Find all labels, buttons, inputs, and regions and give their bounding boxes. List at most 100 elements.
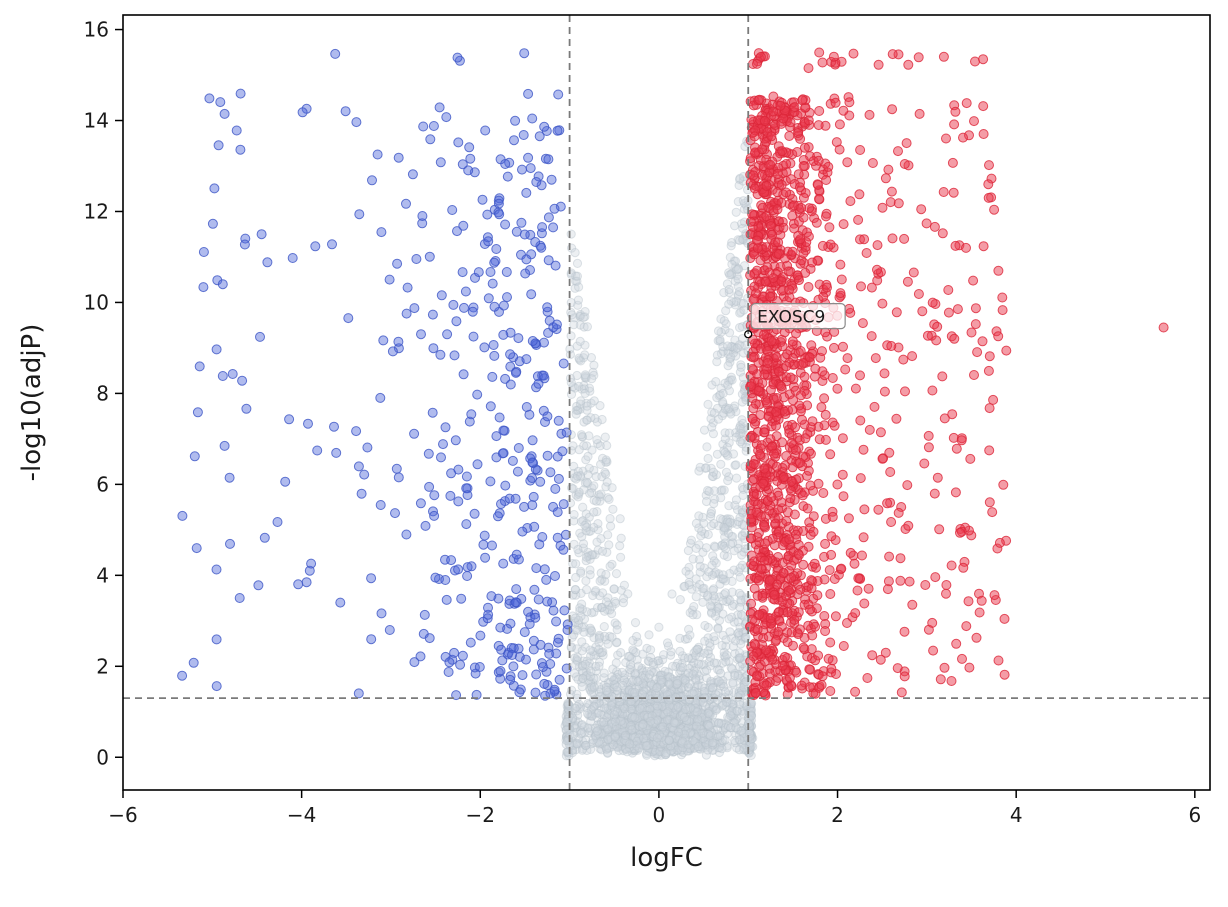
data-point [601,635,611,645]
data-point [589,360,599,370]
data-point [722,697,732,707]
annotation-label: EXOSC9 [757,308,825,328]
data-point [713,336,723,346]
data-point [588,590,598,601]
data-point [729,403,739,413]
data-point [823,161,834,172]
data-point [764,668,775,679]
data-point [845,196,856,207]
data-point [786,560,797,571]
data-point [534,131,545,142]
data-point [353,688,364,699]
data-point [824,222,835,233]
data-point [630,688,640,698]
data-point [444,657,455,668]
data-point [732,271,742,281]
data-point [594,657,605,667]
data-point [520,268,531,279]
data-point [803,115,814,126]
data-point [749,131,760,142]
data-point [669,708,679,718]
data-point [384,625,395,635]
data-point [826,549,837,560]
data-point [662,705,672,715]
data-point [603,530,613,540]
data-point [659,712,669,722]
data-point [590,587,601,597]
data-point [457,650,468,661]
data-point [625,660,636,670]
data-point [608,504,618,514]
data-point [580,388,590,398]
data-point [950,240,961,251]
data-point [984,497,995,508]
data-point [748,459,759,469]
data-point [551,616,562,627]
data-point [553,473,564,484]
data-point [376,227,387,238]
data-point [552,451,563,462]
data-point [654,622,664,632]
data-point [211,564,222,575]
data-point [701,490,711,500]
data-point [663,707,673,717]
data-point [649,727,660,737]
data-point [463,165,474,176]
data-point [653,733,663,743]
data-point [929,488,940,499]
data-point [727,576,737,587]
data-point [611,598,621,609]
data-point [575,355,585,365]
data-point [704,710,714,720]
data-point [241,403,252,414]
data-point [729,256,739,266]
data-point [670,708,680,718]
data-point [392,258,403,269]
data-point [705,642,715,652]
data-point [880,173,891,184]
data-point [694,731,704,742]
data-point [644,717,654,728]
data-point [453,564,464,575]
data-point [705,742,715,752]
data-point [857,318,868,329]
data-point [822,282,832,293]
data-point [619,726,630,736]
data-point [855,370,865,381]
data-point [644,689,654,700]
data-point [827,373,838,383]
data-point [340,106,351,117]
data-point [655,708,665,718]
data-point [335,597,346,608]
data-point [733,235,743,245]
data-point [582,322,593,332]
data-point [679,740,689,750]
data-point [776,381,787,392]
data-point [958,132,968,143]
data-point [853,573,864,584]
data-point [621,744,631,754]
data-point [660,722,671,732]
data-point [577,677,587,687]
data-point [675,595,685,605]
data-point [840,364,851,375]
data-point [921,218,932,229]
data-point [479,342,490,353]
data-point [610,675,620,685]
data-point [630,712,640,723]
data-point [794,550,804,561]
data-point [720,448,730,458]
data-point [586,739,596,749]
data-point [792,147,803,157]
data-point [633,712,643,723]
data-point [630,669,640,679]
data-point [761,242,772,253]
data-point [861,248,872,258]
data-point [603,742,613,753]
data-point [581,556,591,566]
data-point [610,732,620,742]
data-point [713,326,724,336]
data-point [606,742,617,752]
data-point [239,239,250,250]
data-point [401,308,412,319]
